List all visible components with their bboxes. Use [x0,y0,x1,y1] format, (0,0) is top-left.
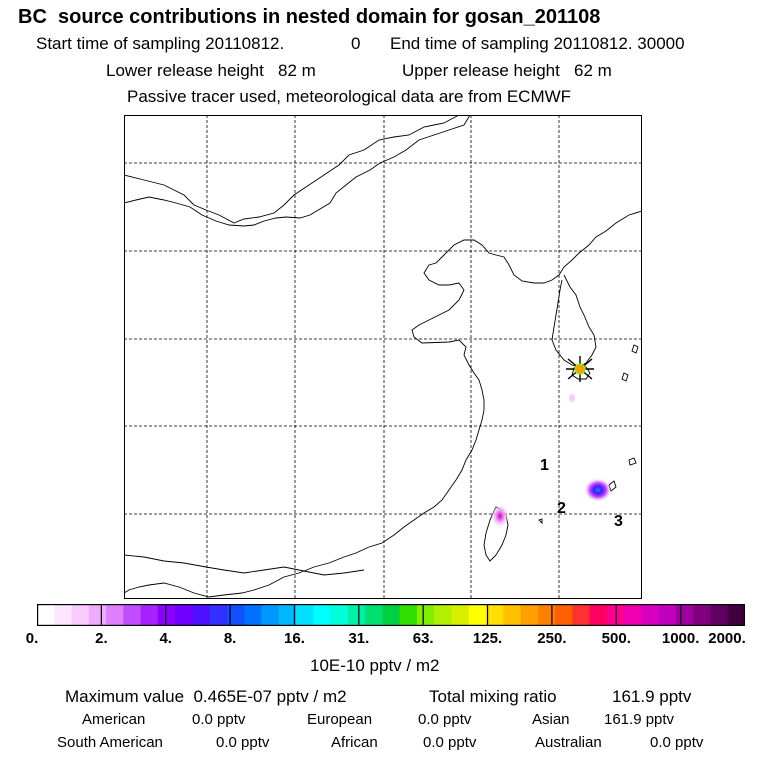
colorbar-swatch [192,604,211,626]
site-label-1: 1 [540,457,549,474]
region-american-name: American [82,711,146,728]
region-asian-value: 161.9 pptv [604,711,675,728]
region-african-value: 0.0 pptv [423,734,477,751]
colorbar-swatch [123,604,142,626]
colorbar-swatch [296,604,314,626]
colorbar-swatch [641,604,660,626]
lower-release-height: Lower release height 82 m [106,61,316,80]
region-american-value: 0.0 pptv [192,711,246,728]
plume-taiwan [491,504,509,528]
colorbar-swatch [416,604,435,626]
colorbar-swatch [71,604,90,626]
colorbar-swatch [710,604,729,626]
plume-east-china-sea [584,478,612,502]
receptor-site-marker [566,356,594,382]
colorbar-swatch [382,604,401,626]
colorbar-swatch [434,604,453,626]
colorbar-swatch [537,604,556,626]
region-south-american-value: 0.0 pptv [216,734,270,751]
colorbar-frame [37,604,745,626]
region-south-american-name: South American [57,734,163,751]
start-time-label: Start time of sampling 20110812. [36,34,285,53]
colorbar-swatch [555,604,573,626]
colorbar-swatch [520,604,539,626]
total-mixing-value: 161.9 pptv [612,687,692,706]
colorbar-swatch [347,604,366,626]
colorbar-tick-label: 125. [472,630,503,647]
grid-lines [124,115,642,599]
region-asian-name: Asian [532,711,570,728]
colorbar-tick-label: 500. [601,630,631,647]
colorbar-swatch [451,604,470,626]
colorbar-swatch [261,604,280,626]
maximum-value: Maximum value 0.465E-07 pptv / m2 [65,687,347,706]
colorbar-swatch [658,604,677,626]
colorbar-swatch [693,604,712,626]
colorbar-swatch [624,604,642,626]
colorbar-swatch [106,604,124,626]
colorbar-swatch [330,604,349,626]
colorbar-tick-label: 63. [412,630,434,647]
colorbar-swatch [727,604,745,626]
colorbar-swatch [313,604,332,626]
colorbar-swatch [244,604,263,626]
region-australian-value: 0.0 pptv [650,734,704,751]
colorbar-tick-label: 8. [223,630,237,647]
end-time-label: End time of sampling 20110812. 30000 [390,34,685,53]
colorbar-swatch [88,604,107,626]
colorbar-swatch [468,604,487,626]
start-hour: 0 [351,34,361,53]
plume-faint [569,394,575,402]
colorbar-swatch [572,604,591,626]
colorbar [37,604,745,626]
colorbar-tick-label: 2000. [708,630,746,647]
colorbar-swatch [54,604,73,626]
colorbar-tick-label: 4. [159,630,172,647]
total-mixing-label: Total mixing ratio [429,687,557,706]
colorbar-tick-label: 250. [537,630,567,647]
upper-release-height: Upper release height 62 m [402,61,612,80]
map-plot: 1 2 3 [124,115,642,599]
colorbar-tick-label: 0. [25,630,39,647]
colorbar-tick-label: 1000. [661,630,700,647]
colorbar-swatch [140,604,159,626]
colorbar-swatch [157,604,176,626]
colorbar-swatch [399,604,418,626]
colorbar-swatch [226,604,245,626]
region-australian-name: Australian [535,734,602,751]
colorbar-swatch [485,604,504,626]
tracer-note: Passive tracer used, meteorological data… [127,87,572,106]
colorbar-swatch [175,604,194,626]
colorbar-tick-label: 16. [284,630,305,647]
colorbar-swatch [365,604,383,626]
chart-title: BC source contributions in nested domain… [18,6,601,28]
colorbar-swatch [209,604,228,626]
colorbar-tick-label: 2. [95,630,108,647]
region-european-name: European [307,711,373,728]
colorbar-swatch [675,604,694,626]
colorbar-swatch [278,604,297,626]
colorbar-tick-label: 31. [348,630,370,647]
site-label-2: 2 [557,500,566,517]
colorbar-swatch [503,604,522,626]
colorbar-swatch [37,604,55,626]
region-european-value: 0.0 pptv [418,711,472,728]
colorbar-unit: 10E-10 pptv / m2 [310,656,440,675]
colorbar-swatch [589,604,608,626]
region-african-name: African [331,734,378,751]
site-label-3: 3 [614,513,623,530]
